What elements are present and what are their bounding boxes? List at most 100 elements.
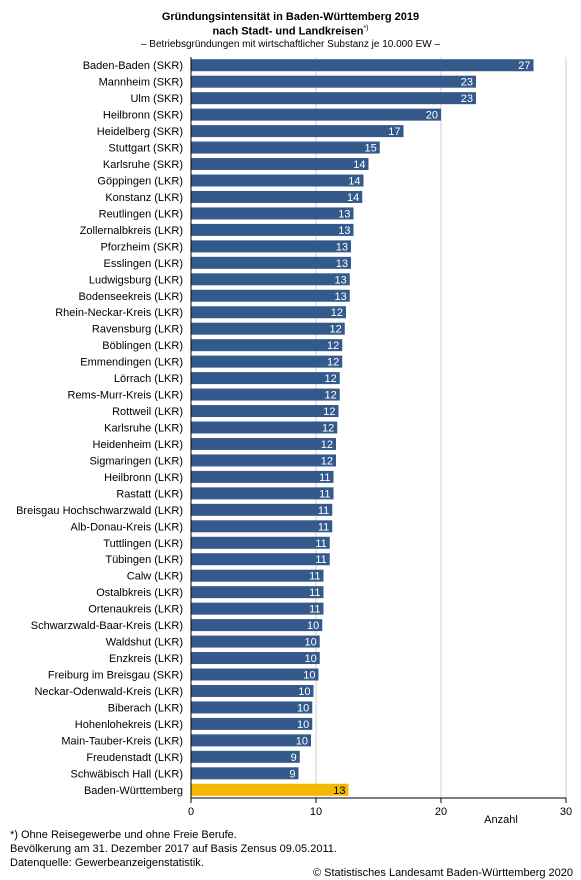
bar <box>191 750 300 763</box>
bar <box>191 59 534 72</box>
category-label: Rems-Murr-Kreis (LKR) <box>68 390 184 402</box>
data-label: 11 <box>315 554 326 566</box>
bar <box>191 339 343 352</box>
category-label: Ortenaukreis (LKR) <box>88 604 183 616</box>
data-label: 17 <box>388 126 400 138</box>
category-label: Emmendingen (LKR) <box>80 357 183 369</box>
bar <box>191 767 299 780</box>
category-label: Göppingen (LKR) <box>97 176 183 188</box>
bar <box>191 487 334 500</box>
chart-title-line2: nach Stadt- und Landkreisen*) <box>0 25 581 38</box>
bar <box>191 388 340 401</box>
category-label: Reutlingen (LKR) <box>99 208 183 220</box>
bar <box>191 684 314 697</box>
data-label: 10 <box>298 686 310 698</box>
category-label: Tübingen (LKR) <box>105 554 183 566</box>
data-label: 11 <box>309 604 320 616</box>
category-label: Baden-Württemberg <box>84 785 183 797</box>
category-label: Heilbronn (LKR) <box>104 472 183 484</box>
data-label: 10 <box>297 719 309 731</box>
category-label: Schwarzwald-Baar-Kreis (LKR) <box>31 620 183 632</box>
bar <box>191 454 336 467</box>
x-tick-label: 30 <box>560 806 572 818</box>
category-label: Karlsruhe (SKR) <box>103 159 183 171</box>
data-label: 12 <box>321 455 333 467</box>
bar <box>191 141 380 154</box>
bar <box>191 174 364 187</box>
data-label: 13 <box>338 208 350 220</box>
chart-title-line2-text: nach Stadt- und Landkreisen <box>212 25 364 38</box>
category-label: Ulm (SKR) <box>130 93 183 105</box>
bar <box>191 190 363 203</box>
data-label: 13 <box>338 225 350 237</box>
footnote-line3: Datenquelle: Gewerbeanzeigenstatistik. <box>10 857 204 869</box>
bar <box>191 602 324 615</box>
category-label: Heilbronn (SKR) <box>103 110 183 122</box>
data-label: 11 <box>309 571 320 583</box>
bar <box>191 652 320 665</box>
data-label: 27 <box>518 60 530 72</box>
bar <box>191 437 336 450</box>
category-label: Main-Tauber-Kreis (LKR) <box>61 735 183 747</box>
data-label: 13 <box>335 291 347 303</box>
data-label: 10 <box>303 670 315 682</box>
bar <box>191 108 441 121</box>
category-label: Sigmaringen (LKR) <box>89 455 183 467</box>
data-label: 12 <box>321 439 333 451</box>
bar <box>191 306 346 319</box>
data-label: 12 <box>331 307 343 319</box>
category-label: Stuttgart (SKR) <box>108 143 183 155</box>
data-label: 11 <box>315 538 326 550</box>
footnote-line1: *) Ohne Reisegewerbe und ohne Freie Beru… <box>10 829 237 841</box>
data-label: 14 <box>347 192 359 204</box>
data-label: 10 <box>296 735 308 747</box>
category-label: Karlsruhe (LKR) <box>104 423 183 435</box>
category-label: Böblingen (LKR) <box>102 340 183 352</box>
data-label: 12 <box>322 423 334 435</box>
data-label: 23 <box>461 77 473 89</box>
bar <box>191 701 313 714</box>
footnote-line2: Bevölkerung am 31. Dezember 2017 auf Bas… <box>10 843 337 855</box>
data-label: 13 <box>335 274 347 286</box>
data-label: 20 <box>426 110 438 122</box>
bar <box>191 92 476 105</box>
bar <box>191 322 345 335</box>
data-label: 9 <box>291 752 297 764</box>
category-label: Pforzheim (SKR) <box>100 241 183 253</box>
bar <box>191 619 323 632</box>
category-label: Freudenstadt (LKR) <box>86 752 183 764</box>
bar <box>191 586 324 599</box>
category-label: Baden-Baden (SKR) <box>83 60 183 72</box>
category-label: Ravensburg (LKR) <box>92 324 183 336</box>
data-label: 10 <box>305 653 317 665</box>
category-label: Alb-Donau-Kreis (LKR) <box>71 521 183 533</box>
category-label: Heidelberg (SKR) <box>97 126 183 138</box>
category-label: Esslingen (LKR) <box>104 258 183 270</box>
bar <box>191 536 330 549</box>
bar <box>191 470 334 483</box>
data-label: 12 <box>325 373 337 385</box>
category-label: Schwäbisch Hall (LKR) <box>71 768 183 780</box>
data-label: 12 <box>323 406 335 418</box>
category-label: Biberach (LKR) <box>108 702 183 714</box>
bar <box>191 503 333 516</box>
category-label: Zollernalbkreis (LKR) <box>80 225 183 237</box>
bar <box>191 240 351 253</box>
data-label: 10 <box>305 637 317 649</box>
category-label: Rastatt (LKR) <box>116 488 183 500</box>
data-label: 11 <box>309 587 320 599</box>
bar <box>191 273 350 286</box>
x-tick-label: 0 <box>188 806 194 818</box>
bar <box>191 421 338 434</box>
category-label: Waldshut (LKR) <box>106 637 183 649</box>
data-label: 11 <box>319 472 330 484</box>
category-label: Enzkreis (LKR) <box>109 653 183 665</box>
data-label: 11 <box>319 488 330 500</box>
category-label: Freiburg im Breisgau (SKR) <box>48 670 183 682</box>
data-label: 10 <box>297 702 309 714</box>
category-label: Calw (LKR) <box>127 571 183 583</box>
bar <box>191 372 340 385</box>
data-label: 12 <box>325 390 337 402</box>
bar <box>191 207 354 220</box>
